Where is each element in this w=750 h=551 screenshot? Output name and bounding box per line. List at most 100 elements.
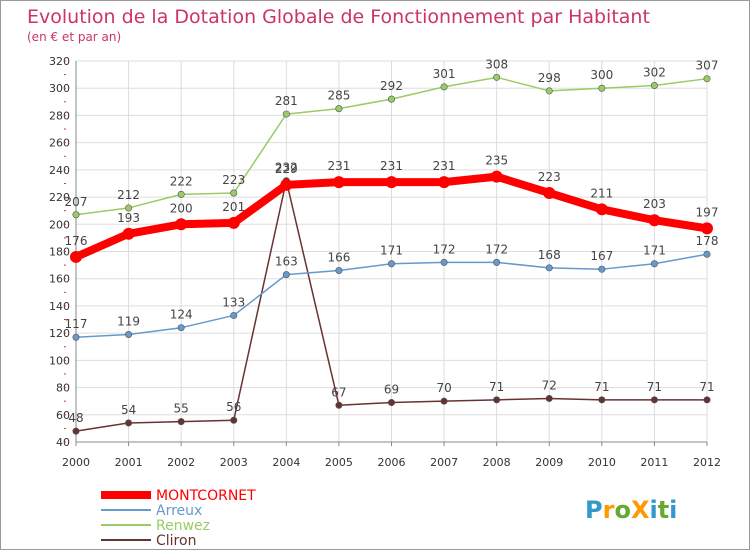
data-point-renwez <box>125 204 133 212</box>
data-label-cliron: 71 <box>699 380 714 394</box>
data-label-montcornet: 203 <box>643 197 666 211</box>
data-point-renwez <box>440 83 448 91</box>
data-point-cliron <box>125 419 133 427</box>
data-point-montcornet <box>648 214 661 227</box>
data-point-renwez <box>177 190 185 198</box>
x-tick-label: 2006 <box>378 456 406 469</box>
data-point-montcornet <box>438 176 451 189</box>
data-point-arreux <box>545 264 553 272</box>
data-point-montcornet <box>701 222 713 235</box>
data-label-cliron: 56 <box>226 400 241 414</box>
data-label-arreux: 168 <box>538 248 561 262</box>
y-tick-label: 180 <box>49 246 70 259</box>
data-label-cliron: 70 <box>436 381 451 395</box>
data-label-cliron: 55 <box>174 402 189 416</box>
legend-label-montcornet: MONTCORNET <box>156 488 256 504</box>
data-label-arreux: 166 <box>327 251 350 265</box>
data-label-montcornet: 235 <box>485 154 508 168</box>
x-tick-label: 2007 <box>430 456 458 469</box>
data-label-arreux: 167 <box>590 249 613 263</box>
data-label-cliron: 67 <box>331 385 346 399</box>
data-label-arreux: 171 <box>380 244 403 258</box>
y-tick-label: 140 <box>49 300 70 313</box>
data-point-arreux <box>650 260 658 268</box>
data-label-cliron: 71 <box>594 380 609 394</box>
data-label-renwez: 308 <box>485 57 508 71</box>
data-point-renwez <box>650 81 658 89</box>
data-point-renwez <box>282 110 290 118</box>
data-point-arreux <box>282 271 290 279</box>
data-label-cliron: 232 <box>275 161 298 175</box>
grid <box>75 60 708 443</box>
data-label-arreux: 119 <box>117 315 140 329</box>
data-label-arreux: 124 <box>170 308 193 322</box>
x-tick-label: 2003 <box>220 456 248 469</box>
data-point-montcornet <box>490 170 503 183</box>
x-tick-label: 2011 <box>640 456 668 469</box>
data-label-cliron: 69 <box>384 383 399 397</box>
y-tick-label: 320 <box>49 55 70 68</box>
data-label-arreux: 133 <box>222 295 245 309</box>
logo-letter: i <box>669 496 677 524</box>
chart-subtitle: (en € et par an) <box>27 30 121 44</box>
data-point-arreux <box>493 258 501 266</box>
data-label-arreux: 178 <box>696 234 719 248</box>
data-point-renwez <box>545 87 553 95</box>
y-tick-label: 100 <box>49 354 70 367</box>
data-point-arreux <box>72 333 80 341</box>
data-label-arreux: 171 <box>643 244 666 258</box>
y-tick-label: 160 <box>49 273 70 286</box>
y-tick-label: 60 <box>56 409 70 422</box>
data-label-montcornet: 231 <box>380 159 403 173</box>
data-point-renwez <box>703 75 711 83</box>
data-point-montcornet <box>385 176 398 189</box>
data-point-cliron <box>650 396 658 404</box>
data-label-renwez: 298 <box>538 71 561 85</box>
data-label-montcornet: 200 <box>170 201 193 215</box>
data-label-renwez: 292 <box>380 79 403 93</box>
data-point-montcornet <box>70 250 82 263</box>
data-label-arreux: 172 <box>485 242 508 256</box>
x-tick-label: 2012 <box>693 456 721 469</box>
data-point-renwez <box>335 105 343 113</box>
data-point-arreux <box>125 331 133 339</box>
data-label-arreux: 172 <box>433 242 456 256</box>
data-label-arreux: 117 <box>65 317 88 331</box>
logo-letter: o <box>614 496 631 524</box>
data-label-montcornet: 231 <box>327 159 350 173</box>
data-point-cliron <box>440 397 448 405</box>
y-tick-label: 260 <box>49 137 70 150</box>
y-tick-label: 220 <box>49 191 70 204</box>
x-tick-label: 2002 <box>167 456 195 469</box>
data-point-montcornet <box>332 176 345 189</box>
data-point-cliron <box>177 418 185 426</box>
logo-letter: P <box>585 496 603 524</box>
data-point-cliron <box>703 396 711 404</box>
data-point-renwez <box>72 211 80 219</box>
data-label-renwez: 212 <box>117 188 140 202</box>
series-layer <box>70 73 713 435</box>
data-label-renwez: 222 <box>170 174 193 188</box>
data-label-renwez: 307 <box>696 59 719 73</box>
data-point-montcornet <box>175 218 188 231</box>
data-label-montcornet: 231 <box>433 159 456 173</box>
data-point-cliron <box>493 396 501 404</box>
data-point-cliron <box>335 401 343 409</box>
data-label-cliron: 48 <box>68 411 83 425</box>
data-label-cliron: 54 <box>121 403 136 417</box>
data-label-montcornet: 201 <box>222 200 245 214</box>
data-point-montcornet <box>595 203 608 216</box>
y-tick-label: 120 <box>49 327 70 340</box>
data-label-renwez: 207 <box>65 195 88 209</box>
data-point-cliron <box>598 396 606 404</box>
data-point-cliron <box>72 427 80 435</box>
data-point-renwez <box>387 95 395 103</box>
data-point-montcornet <box>543 186 556 199</box>
data-label-arreux: 163 <box>275 255 298 269</box>
chart-title: Evolution de la Dotation Globale de Fonc… <box>27 6 650 28</box>
data-point-cliron <box>230 416 238 424</box>
data-point-montcornet <box>227 216 240 229</box>
y-tick-label: 300 <box>49 82 70 95</box>
